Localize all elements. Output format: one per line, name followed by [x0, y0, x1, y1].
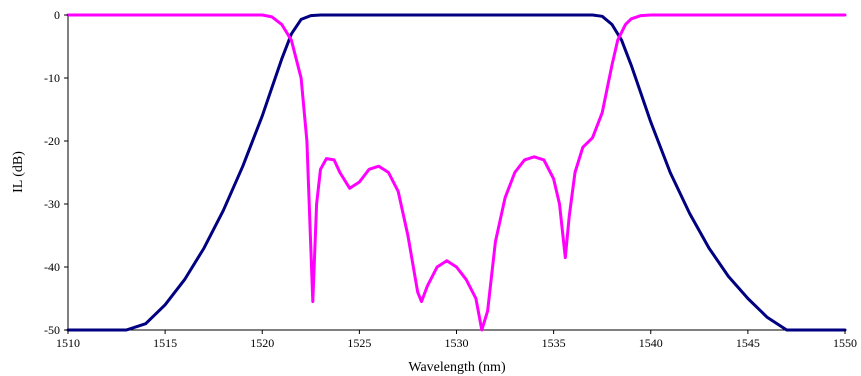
y-axis-ticks: 0 -10 -20 -30 -40 -50 — [44, 8, 68, 337]
x-tick-label: 1520 — [250, 336, 274, 350]
plot-area — [66, 13, 847, 332]
x-tick-label: 1545 — [736, 336, 760, 350]
x-axis-title: Wavelength (nm) — [408, 360, 506, 375]
x-tick-label: 1525 — [347, 336, 371, 350]
x-tick-label: 1540 — [639, 336, 663, 350]
x-tick-label: 1510 — [56, 336, 80, 350]
x-tick-label: 1535 — [542, 336, 566, 350]
x-axis-ticks: 1510 1515 1520 1525 1530 1535 1540 1545 1550 — [56, 330, 857, 350]
x-tick-label: 1515 — [153, 336, 177, 350]
y-tick-label: 0 — [54, 8, 60, 22]
x-tick-label: 1550 — [833, 336, 857, 350]
y-tick-label: -50 — [44, 323, 60, 337]
series-line-2 — [66, 13, 847, 332]
y-tick-label: -30 — [44, 197, 60, 211]
x-tick-label: 1530 — [445, 336, 469, 350]
series-layer — [66, 13, 847, 332]
y-tick-label: -10 — [44, 71, 60, 85]
y-tick-label: -40 — [44, 260, 60, 274]
y-tick-label: -20 — [44, 134, 60, 148]
series-line-1 — [66, 13, 847, 332]
y-axis-title: IL (dB) — [11, 151, 26, 193]
